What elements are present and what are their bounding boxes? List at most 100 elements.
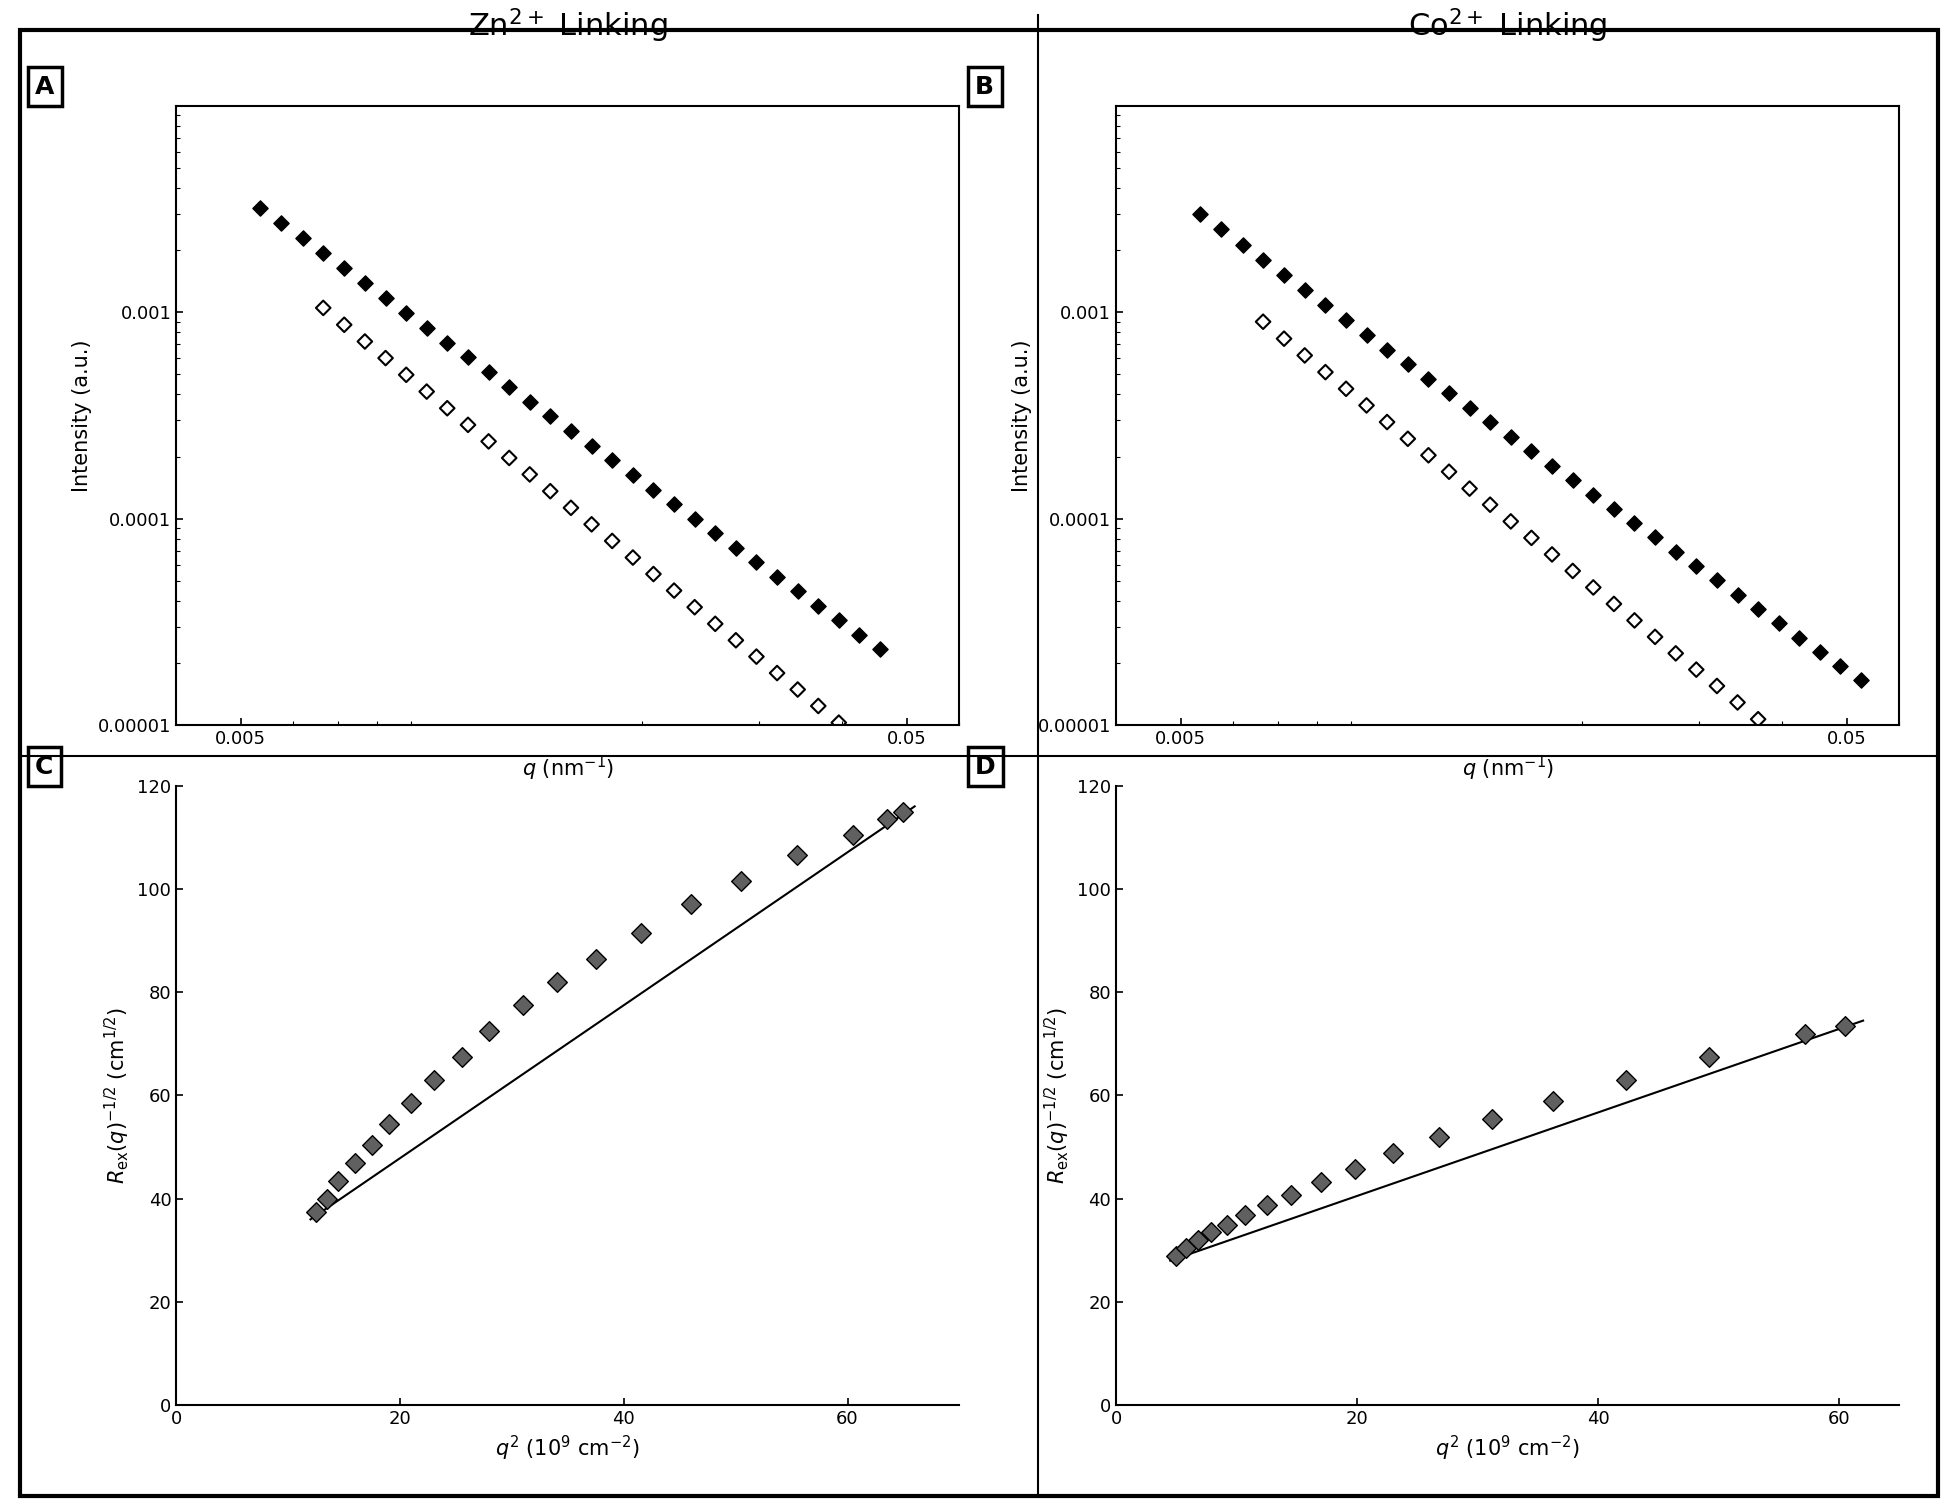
Point: [1370, 409, 1401, 434]
Point: [1536, 453, 1568, 477]
Point: [1196, 1221, 1227, 1245]
Point: [389, 363, 421, 387]
X-axis label: $q$ (nm$^{-1}$): $q$ (nm$^{-1}$): [1460, 754, 1554, 783]
Point: [802, 694, 834, 718]
Point: [1268, 263, 1299, 287]
Point: [1495, 425, 1526, 449]
Point: [616, 545, 648, 570]
Point: [1170, 1236, 1202, 1260]
Point: [1309, 293, 1341, 317]
Point: [740, 645, 771, 669]
Point: [493, 446, 524, 470]
Point: [1474, 493, 1505, 517]
Point: [761, 565, 793, 589]
Point: [638, 477, 669, 502]
Point: [1423, 1124, 1454, 1148]
Point: [1161, 1244, 1192, 1268]
Point: [1618, 511, 1650, 535]
Point: [1660, 539, 1691, 564]
Point: [1329, 376, 1360, 400]
Text: Zn$^{2+}$ Linking: Zn$^{2+}$ Linking: [468, 8, 667, 45]
Point: [1433, 381, 1464, 405]
Point: [1789, 1021, 1820, 1046]
Point: [1515, 438, 1546, 462]
Point: [534, 405, 566, 429]
Point: [474, 429, 505, 453]
Point: [802, 594, 834, 618]
Point: [1413, 367, 1444, 391]
Text: B: B: [975, 74, 994, 98]
Point: [1305, 1170, 1337, 1194]
Point: [1329, 308, 1360, 332]
Point: [871, 807, 902, 831]
Point: [507, 993, 538, 1017]
Point: [740, 550, 771, 574]
Point: [1536, 542, 1568, 567]
Y-axis label: $R_{\mathrm{ex}}(q)^{-1/2}$ (cm$^{1/2}$): $R_{\mathrm{ex}}(q)^{-1/2}$ (cm$^{1/2}$): [102, 1006, 131, 1185]
Point: [1609, 1068, 1640, 1092]
Point: [579, 946, 611, 970]
Point: [1495, 509, 1526, 533]
Point: [616, 462, 648, 487]
Point: [658, 579, 689, 603]
Point: [329, 313, 360, 337]
Point: [370, 346, 401, 370]
Point: [1720, 583, 1752, 607]
Point: [863, 743, 894, 768]
Point: [675, 893, 706, 917]
Point: [575, 512, 607, 536]
Point: [838, 822, 869, 846]
Point: [356, 1132, 387, 1156]
Point: [1350, 323, 1382, 348]
Point: [597, 449, 628, 473]
Point: [1433, 459, 1464, 484]
Point: [411, 316, 442, 340]
Point: [843, 623, 875, 647]
Point: [452, 413, 483, 437]
Point: [1828, 1014, 1859, 1038]
Point: [389, 301, 421, 325]
Point: [515, 390, 546, 414]
Point: [822, 607, 853, 632]
Point: [474, 1018, 505, 1043]
Point: [1742, 597, 1773, 621]
Point: [679, 595, 710, 620]
Point: [1824, 772, 1855, 796]
Point: [1206, 218, 1237, 242]
Point: [348, 329, 380, 354]
Point: [288, 227, 319, 251]
Point: [1701, 674, 1732, 698]
Point: [1577, 482, 1609, 506]
Point: [534, 479, 566, 503]
Point: [515, 462, 546, 487]
Point: [1638, 526, 1669, 550]
Point: [339, 1150, 370, 1174]
Point: [720, 629, 751, 653]
Point: [1536, 1088, 1568, 1112]
Point: [1370, 337, 1401, 361]
Point: [1251, 1192, 1282, 1216]
Point: [374, 1112, 405, 1136]
Point: [556, 496, 587, 520]
Point: [843, 727, 875, 751]
Point: [1247, 310, 1278, 334]
Point: [1742, 707, 1773, 731]
Point: [370, 286, 401, 310]
Point: [822, 710, 853, 734]
Text: D: D: [975, 756, 996, 778]
Point: [1454, 476, 1485, 500]
Point: [307, 296, 339, 320]
Point: [1843, 668, 1875, 692]
Point: [266, 212, 297, 236]
Point: [761, 660, 793, 684]
Y-axis label: $R_{\mathrm{ex}}(q)^{-1/2}$ (cm$^{1/2}$): $R_{\mathrm{ex}}(q)^{-1/2}$ (cm$^{1/2}$): [1041, 1006, 1070, 1185]
Point: [1474, 411, 1505, 435]
Point: [1268, 326, 1299, 351]
Point: [720, 536, 751, 561]
Point: [1679, 657, 1710, 681]
Point: [1339, 1157, 1370, 1182]
Point: [624, 920, 656, 944]
Point: [781, 579, 812, 603]
X-axis label: $q^2$ (10$^9$ cm$^{-2}$): $q^2$ (10$^9$ cm$^{-2}$): [1434, 1434, 1579, 1463]
X-axis label: $q^2$ (10$^9$ cm$^{-2}$): $q^2$ (10$^9$ cm$^{-2}$): [495, 1434, 640, 1463]
